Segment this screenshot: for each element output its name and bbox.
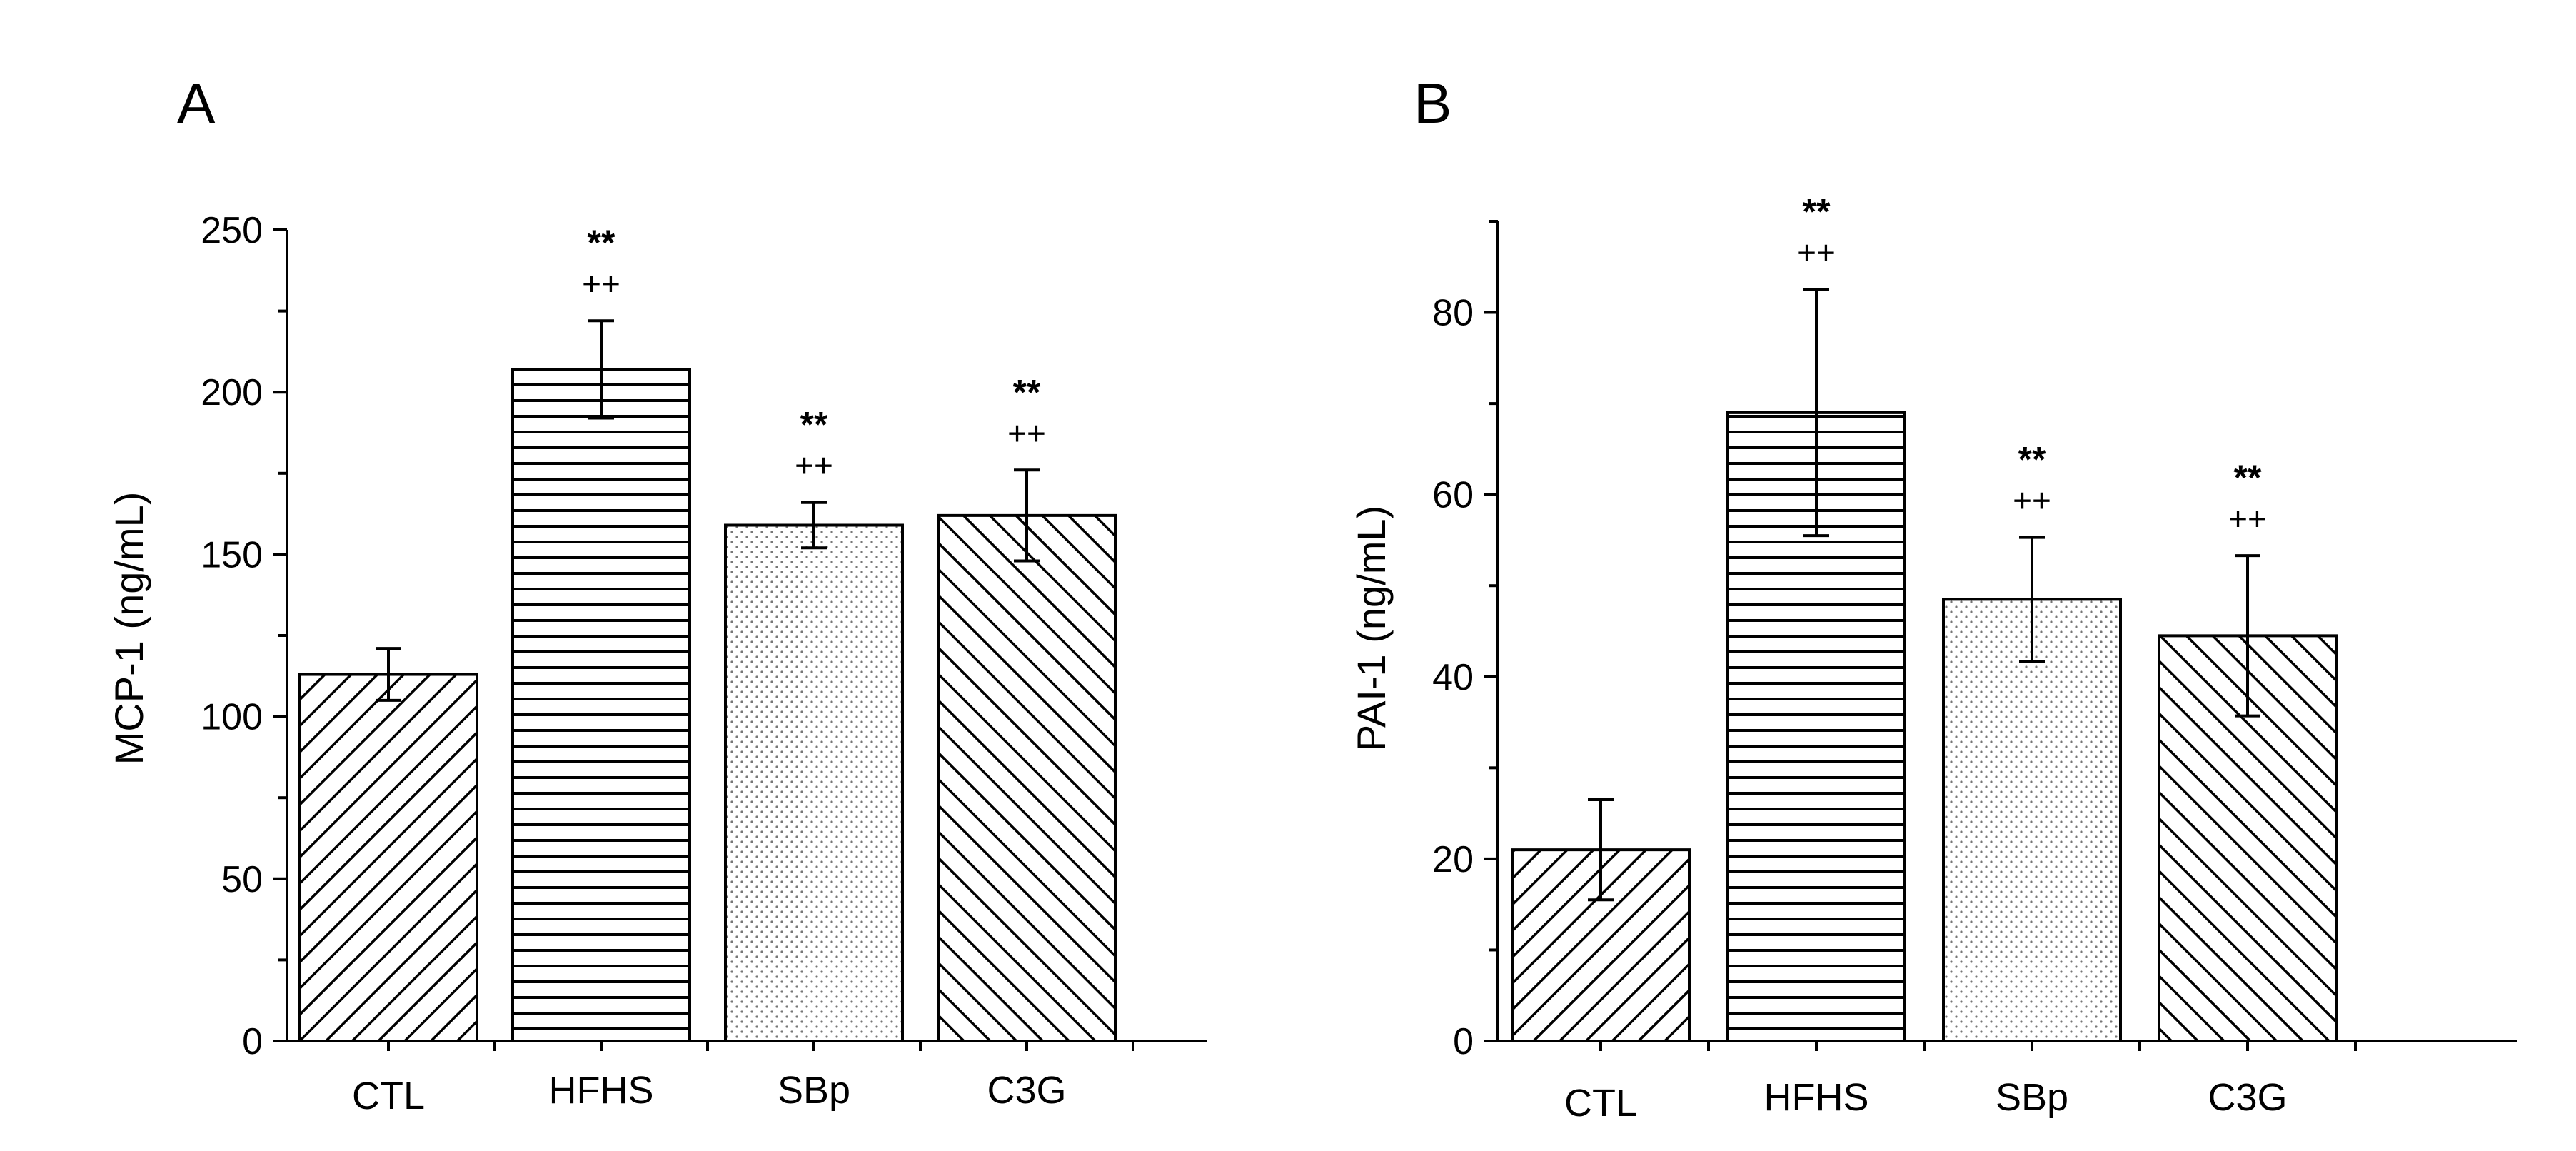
panel-a-bar-ctl: [298, 673, 478, 1042]
panel-a-sig-plus: ++: [582, 265, 620, 302]
panel-b-y-tick-label: 20: [1432, 839, 1474, 880]
panel-a-x-tick-label: CTL: [352, 1075, 425, 1117]
panel-b-sig-stars: **: [1803, 192, 1831, 232]
panel-b-y-tick-label: 0: [1453, 1021, 1474, 1062]
panel-a-sig-plus: ++: [1007, 414, 1046, 451]
panel-b-x-tick-label: HFHS: [1764, 1076, 1869, 1119]
panel-a-x-tick-label: C3G: [987, 1069, 1066, 1112]
panel-a-y-tick-label: 50: [221, 859, 263, 900]
panel-b-x-tick-label: C3G: [2208, 1076, 2287, 1119]
panel-b-y-tick-label: 40: [1432, 657, 1474, 698]
panel-a-y-tick-label: 0: [242, 1021, 263, 1062]
panel-a-sig-plus: ++: [795, 447, 833, 484]
panel-a-x-tick-label: HFHS: [549, 1069, 654, 1112]
panel-a-sig-stars: **: [800, 405, 828, 445]
panel-b-sig-plus: ++: [2013, 482, 2051, 519]
panel-b-y-tick-label: 80: [1432, 293, 1474, 334]
panel-b-sig-plus: ++: [2228, 500, 2267, 537]
panel-a-letter: A: [177, 71, 216, 135]
panel-a-bar-hfhs: [511, 368, 691, 1042]
panel-a-y-tick-label: 200: [201, 372, 263, 413]
panel-b-sig-stars: **: [2234, 458, 2262, 498]
panel-b-y-tick-label: 60: [1432, 475, 1474, 516]
panel-a-bar-sbp: [724, 523, 904, 1042]
panel-b-y-axis-title: PAI-1 (ng/mL): [1349, 506, 1394, 751]
panel-a-sig-stars: **: [1013, 372, 1041, 412]
panel-a-y-axis-title: MCP-1 (ng/mL): [106, 492, 151, 765]
panel-b-x-tick-label: SBp: [1996, 1076, 2068, 1119]
panel-a-y-tick-label: 150: [201, 534, 263, 576]
panel-a-sig-stars: **: [588, 223, 615, 263]
panel-b-sig-stars: **: [2018, 440, 2046, 480]
panel-a-x-tick-label: SBp: [778, 1069, 850, 1112]
panel-b-x-tick-label: CTL: [1564, 1082, 1637, 1125]
panel-b-bar-sbp: [1942, 598, 2122, 1042]
panel-a-chart: A MCP-1 (ng/mL) 050100150200250CTL**++HF…: [106, 71, 1207, 1117]
panel-b-chart: B PAI-1 (ng/mL) 020406080CTL**++HFHS**++…: [1349, 71, 2517, 1125]
panel-b-sig-plus: ++: [1797, 234, 1836, 271]
panel-b-letter: B: [1414, 71, 1451, 135]
panel-a-bar-c3g: [937, 513, 1117, 1042]
panel-a-y-tick-label: 100: [201, 697, 263, 738]
panel-a-y-tick-label: 250: [201, 210, 263, 251]
